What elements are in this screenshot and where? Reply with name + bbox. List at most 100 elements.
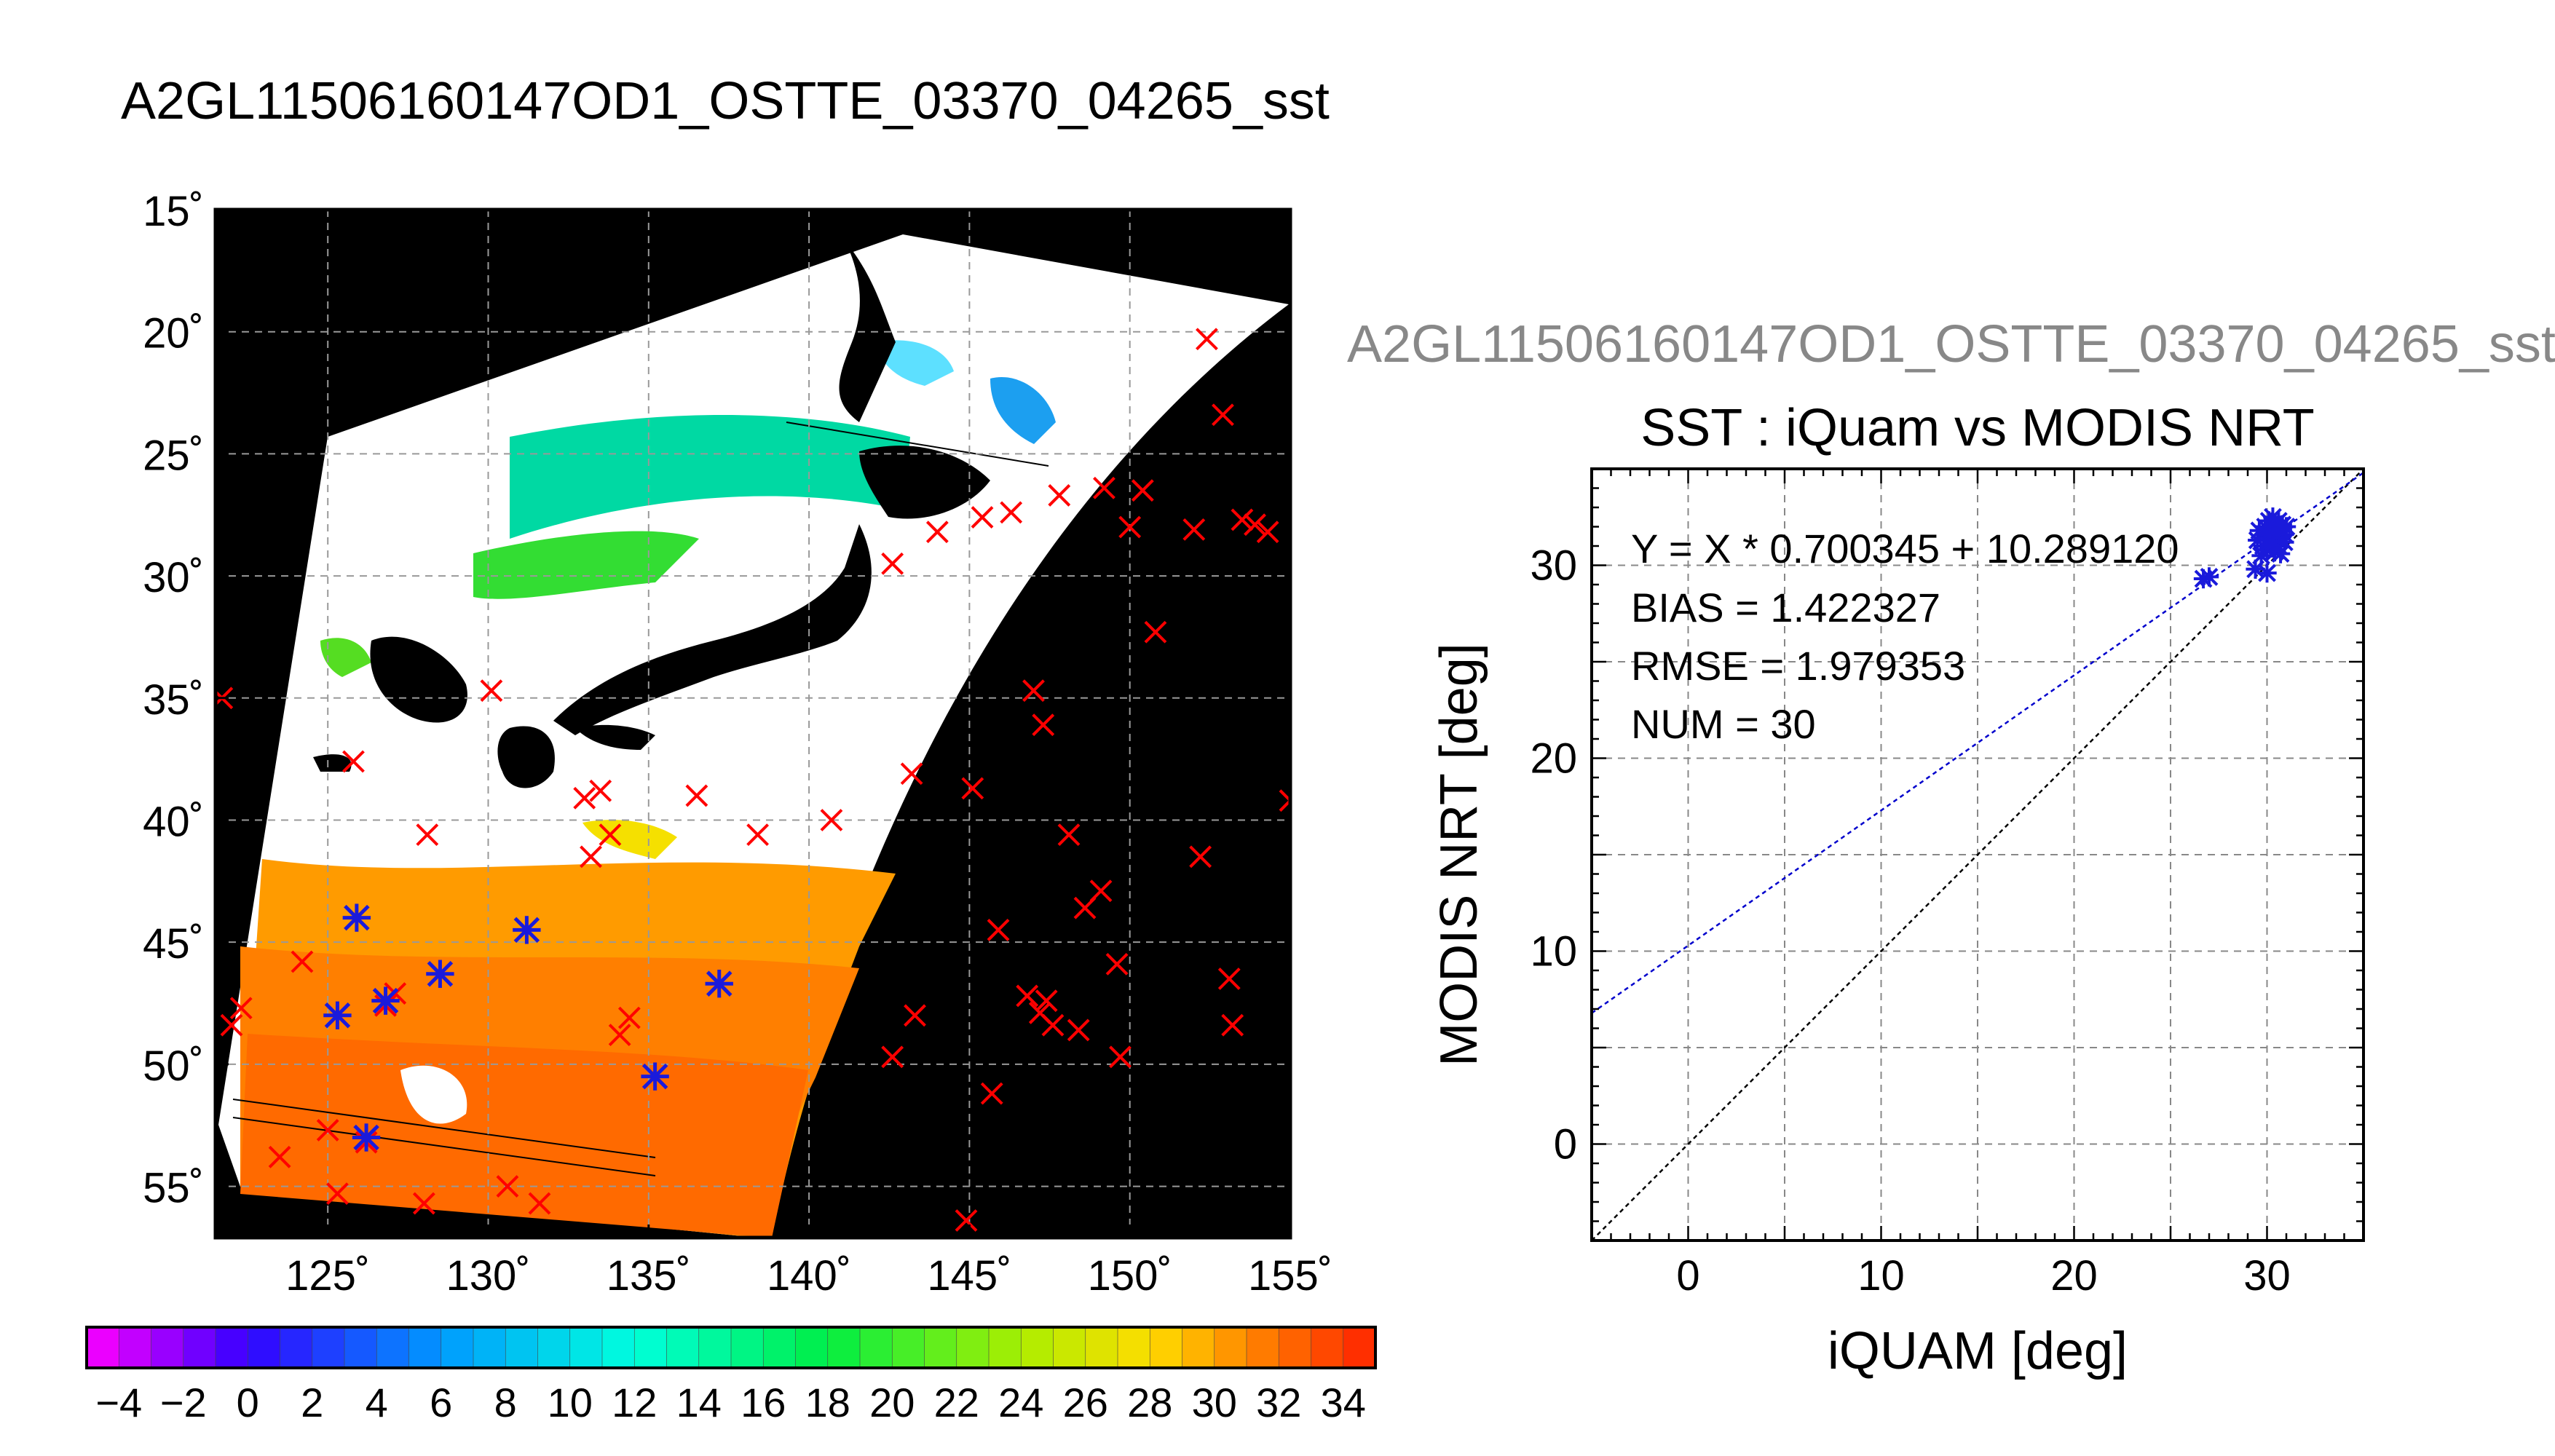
buoy-marker <box>412 1192 435 1215</box>
buoy-marker <box>820 809 843 831</box>
buoy-marker <box>1256 521 1279 544</box>
rmse-stat: RMSE = 1.979353 <box>1631 643 1965 689</box>
color-bar-cell <box>151 1326 184 1369</box>
buoy-marker <box>1022 679 1045 703</box>
jeju-land <box>313 754 352 772</box>
color-bar-tick-label: 2 <box>301 1380 323 1425</box>
sst-band-13 <box>510 415 910 539</box>
color-bar-cell <box>569 1326 603 1369</box>
color-bar-cell <box>601 1326 636 1369</box>
lon-tick-label: 130˚ <box>446 1252 530 1299</box>
buoy-marker <box>1000 501 1023 524</box>
buoy-marker <box>1231 508 1254 531</box>
buoy-marker <box>1032 713 1055 737</box>
scatter-plot: SST : iQuam vs MODIS NRT 0 10 20 300102030 … <box>1430 399 2365 1380</box>
buoy-marker <box>291 950 314 973</box>
color-bar-tick-label: 20 <box>869 1380 915 1425</box>
color-bar-cell <box>762 1326 797 1369</box>
buoy-marker <box>589 779 612 802</box>
sst-band-19 <box>473 531 699 599</box>
color-bar-tick-label: 10 <box>548 1380 593 1425</box>
matchup-marker <box>371 986 400 1015</box>
scatter-ytick-label: 0 <box>1554 1121 1577 1168</box>
buoy-marker <box>904 1004 926 1027</box>
buoy-marker <box>1067 1018 1090 1042</box>
color-bar-cell <box>924 1326 957 1369</box>
scatter-ylabel: MODIS NRT [deg] <box>1430 643 1488 1067</box>
color-bar-cell <box>280 1326 313 1369</box>
buoy-marker <box>1048 483 1071 507</box>
color-bar-cell <box>1343 1326 1376 1369</box>
color-bar-tick-label: 16 <box>741 1380 786 1425</box>
color-bar-cell <box>1278 1326 1312 1369</box>
color-bar-tick-label: 12 <box>612 1380 657 1425</box>
color-bar-cell <box>247 1326 281 1369</box>
matchup-marker <box>641 1062 669 1091</box>
color-bar-cell <box>666 1326 700 1369</box>
matchup-marker <box>323 1001 352 1029</box>
color-bar-cell <box>827 1326 861 1369</box>
sst-band-10 <box>874 340 954 386</box>
scatter-lines <box>1592 469 2364 1241</box>
color-bar-cell <box>473 1326 507 1369</box>
color-bar-cell <box>1311 1326 1344 1369</box>
scatter-ytick-label: 30 <box>1530 542 1577 590</box>
buoy-marker <box>480 679 503 703</box>
scatter-grid <box>1592 469 2364 1241</box>
buoy-marker <box>1182 518 1206 541</box>
lon-tick-label: 135˚ <box>607 1252 691 1299</box>
color-bar: −4 −2 0 2 4 6 8 10 12 14 16 18 20 22 24 26 28 30 32 34 <box>85 1326 1377 1425</box>
color-bar-cell <box>183 1326 216 1369</box>
color-bar-cell <box>1053 1326 1086 1369</box>
scan-boundary <box>232 1117 656 1176</box>
lat-tick-label: 55˚ <box>143 1165 204 1212</box>
kyushu-land <box>497 726 555 788</box>
map-markers <box>216 328 1290 1232</box>
buoy-marker <box>1196 328 1218 351</box>
color-bar-tick-label: 8 <box>494 1380 517 1425</box>
color-bar-cell <box>633 1326 668 1369</box>
sst-band-7 <box>990 377 1056 444</box>
lat-tick-label: 30˚ <box>143 554 204 601</box>
lon-tick-label: 145˚ <box>927 1252 1011 1299</box>
buoy-marker <box>980 1082 1003 1105</box>
buoy-marker <box>1093 476 1115 499</box>
buoy-marker <box>496 1175 519 1198</box>
color-bar-cell <box>1149 1326 1183 1369</box>
lon-tick-label: 155˚ <box>1248 1252 1332 1299</box>
color-bar-tick-label: 22 <box>934 1380 979 1425</box>
color-bar-tick-label: 18 <box>805 1380 850 1425</box>
buoy-marker <box>1105 952 1129 976</box>
color-bar-cell <box>698 1326 732 1369</box>
sakhalin-land <box>839 240 896 422</box>
scatter-point <box>2199 567 2219 587</box>
buoy-marker <box>746 823 770 847</box>
buoy-marker <box>1057 823 1081 847</box>
lat-tick-label: 40˚ <box>143 798 204 845</box>
color-bar-cell <box>537 1326 571 1369</box>
lon-tick-label: 140˚ <box>767 1252 851 1299</box>
buoy-marker <box>220 1013 243 1037</box>
buoy-marker <box>342 750 365 773</box>
color-bar-tick-label: 6 <box>430 1380 452 1425</box>
color-bar-tick-label: −2 <box>160 1380 207 1425</box>
buoy-marker <box>971 506 994 529</box>
buoy-marker <box>961 777 984 800</box>
korea-land <box>370 636 467 723</box>
lon-tick-label: 150˚ <box>1088 1252 1172 1299</box>
buoy-marker <box>925 521 949 544</box>
buoy-marker <box>881 552 904 575</box>
shikoku-land <box>575 724 655 750</box>
scatter-xtick-label: 30 <box>2243 1252 2291 1299</box>
scan-boundary <box>786 422 1049 467</box>
color-bar-cell <box>1085 1326 1118 1369</box>
color-bar-tick-label: 30 <box>1192 1380 1237 1425</box>
color-bar-cell <box>441 1326 474 1369</box>
scatter-xlabel: iQUAM [deg] <box>1828 1322 2128 1380</box>
color-bar-cell <box>956 1326 990 1369</box>
buoy-marker <box>1212 403 1234 427</box>
color-bar-cell <box>312 1326 345 1369</box>
color-bar-tick-label: 26 <box>1063 1380 1108 1425</box>
buoy-marker <box>326 1182 349 1206</box>
